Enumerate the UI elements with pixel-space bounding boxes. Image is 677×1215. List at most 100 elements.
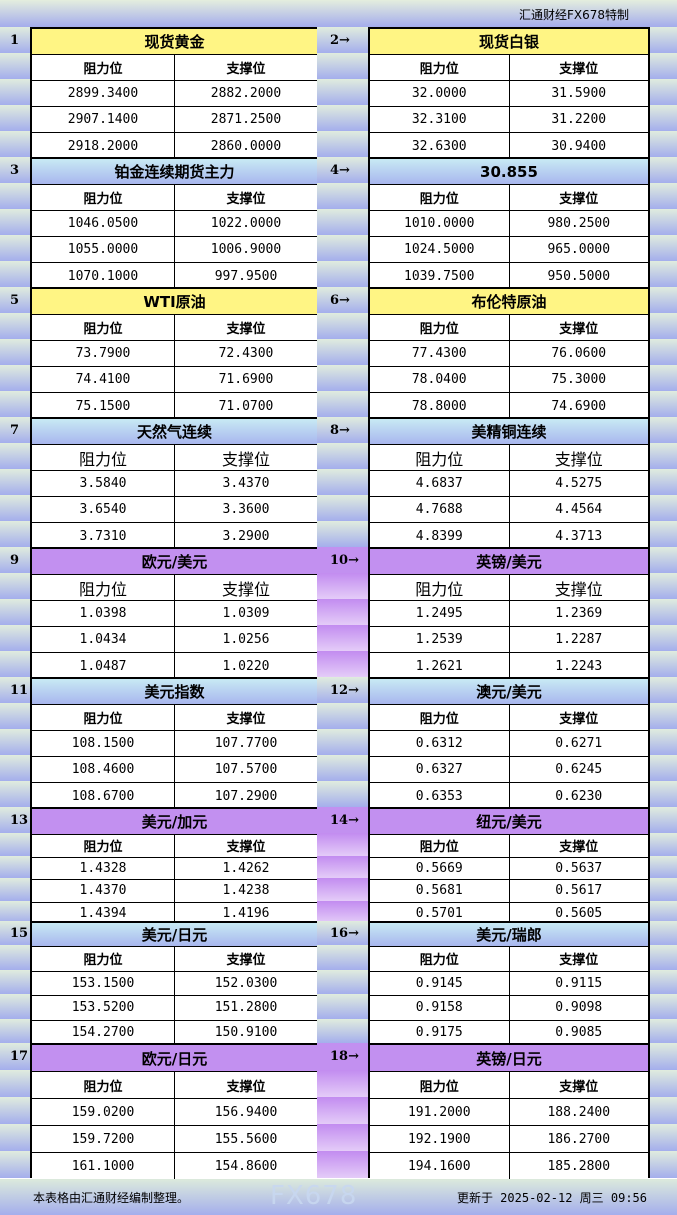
resistance-header: 阻力位: [32, 55, 175, 80]
table-row: 2918.2000 2860.0000: [32, 133, 317, 159]
footer-note: 本表格由汇通财经编制整理。: [33, 1191, 190, 1205]
side-strip-cell: [317, 287, 368, 313]
resistance-value: 154.2700: [32, 1020, 175, 1045]
side-strip-cell: [0, 703, 30, 729]
resistance-header: 阻力位: [32, 445, 175, 470]
instrument-title: 欧元/美元: [32, 549, 317, 575]
support-value: 0.6230: [555, 788, 603, 804]
side-strip-cell: [648, 287, 677, 313]
side-strip-cell: [648, 235, 677, 261]
support-value: 0.5605: [555, 906, 603, 922]
column-header-row: 阻力位 支撑位: [370, 55, 648, 81]
side-strip-cell: [648, 1070, 677, 1097]
side-strip-cell: [0, 417, 30, 443]
side-strip-cell: [648, 1018, 677, 1043]
table-row: 4.7688 4.4564: [370, 497, 648, 523]
column-header-row: 阻力位 支撑位: [32, 55, 317, 81]
resistance-value: 4.7688: [370, 497, 510, 522]
table-row: 73.7900 72.4300: [32, 341, 317, 367]
side-strip-cell: [0, 469, 30, 495]
resistance-header: 阻力位: [370, 947, 510, 971]
support-value: 188.2400: [547, 1104, 611, 1120]
support-header: 支撑位: [221, 579, 270, 599]
support-value: 980.2500: [547, 216, 611, 231]
instrument-title: 纽元/美元: [370, 809, 648, 835]
side-strip-cell: [317, 235, 368, 261]
side-strip-cell: [0, 900, 30, 923]
side-strip-cell: [648, 105, 677, 131]
table-row: 153.5200 151.2800: [32, 996, 317, 1021]
resistance-value: 1055.0000: [32, 237, 175, 262]
support-value: 71.6900: [218, 372, 274, 387]
support-value: 107.7700: [214, 736, 278, 751]
side-strip-cell: [317, 131, 368, 157]
resistance-value: 0.9158: [370, 996, 510, 1020]
table-row: 194.1600 185.2800: [370, 1153, 648, 1180]
side-strip-cell: [317, 27, 368, 53]
resistance-value: 3.5840: [32, 471, 175, 496]
resistance-value: 1.0487: [32, 653, 175, 679]
support-value: 107.5700: [214, 762, 278, 777]
support-value: 1.2369: [555, 606, 603, 621]
resistance-value: 0.9175: [370, 1020, 510, 1045]
instrument-title: 铂金连续期货主力: [32, 159, 317, 185]
table-row: 161.1000 154.8600: [32, 1153, 317, 1180]
support-value: 1.4238: [222, 883, 270, 899]
support-value: 31.2200: [551, 112, 607, 127]
side-strip-cell: [317, 921, 368, 945]
side-strip-cell: [317, 945, 368, 970]
resistance-header: 阻力位: [32, 705, 175, 730]
support-header: 支撑位: [559, 840, 599, 856]
support-value: 0.9098: [555, 1000, 603, 1016]
support-value: 1022.0000: [210, 216, 282, 231]
side-strip-cell: [317, 781, 368, 807]
instrument-panel: 欧元/美元 阻力位 支撑位 1.0398 1.0309 1.0434 1.0256 1.048…: [30, 547, 319, 679]
support-header: 支撑位: [226, 322, 266, 337]
column-header-row: 阻力位 支撑位: [32, 1072, 317, 1099]
support-value: 0.5617: [555, 883, 603, 899]
support-header: 支撑位: [226, 712, 266, 727]
column-header-row: 阻力位 支撑位: [370, 315, 648, 341]
table-row: 32.6300 30.9400: [370, 133, 648, 159]
support-value: 107.2900: [214, 788, 278, 804]
column-header-row: 阻力位 支撑位: [32, 185, 317, 211]
side-strip-cell: [648, 878, 677, 901]
resistance-value: 153.5200: [32, 996, 175, 1020]
side-strip-cell: [0, 921, 30, 945]
side-strip-cell: [648, 921, 677, 945]
side-strip-cell: [648, 729, 677, 755]
resistance-header: 阻力位: [370, 1072, 510, 1098]
table-row: 2899.3400 2882.2000: [32, 81, 317, 107]
side-strip-cell: [648, 495, 677, 521]
side-strip-cell: [648, 945, 677, 970]
side-strip-cell: [317, 703, 368, 729]
side-strip-cell: [317, 833, 368, 856]
support-value: 150.9100: [214, 1025, 278, 1041]
side-strip-cell: [648, 53, 677, 79]
resistance-header: 阻力位: [370, 315, 510, 340]
side-strip-cell: [0, 27, 30, 53]
resistance-value: 3.7310: [32, 523, 175, 549]
resistance-value: 32.3100: [370, 107, 510, 132]
resistance-value: 0.6353: [370, 783, 510, 809]
column-header-row: 阻力位 支撑位: [32, 575, 317, 601]
support-header: 支撑位: [554, 579, 603, 599]
side-strip-cell: [648, 391, 677, 417]
resistance-header: 阻力位: [32, 835, 175, 857]
side-strip-cell: [317, 547, 368, 573]
section-number: 12→: [330, 682, 359, 698]
side-strip-cell: [0, 495, 30, 521]
resistance-value: 108.6700: [32, 783, 175, 809]
side-strip-cell: [648, 755, 677, 781]
support-value: 0.6245: [555, 762, 603, 777]
instrument-panel: 英镑/日元 阻力位 支撑位 191.2000 188.2400 192.1900 186.2…: [368, 1043, 650, 1180]
support-header: 支撑位: [559, 953, 599, 969]
table-row: 1055.0000 1006.9000: [32, 237, 317, 263]
side-strip-cell: [648, 209, 677, 235]
support-value: 997.9500: [214, 268, 278, 284]
resistance-value: 78.0400: [370, 367, 510, 392]
support-value: 3.2900: [222, 528, 270, 544]
resistance-value: 1.0434: [32, 627, 175, 652]
side-strip-cell: [0, 287, 30, 313]
side-strip-cell: [0, 599, 30, 625]
